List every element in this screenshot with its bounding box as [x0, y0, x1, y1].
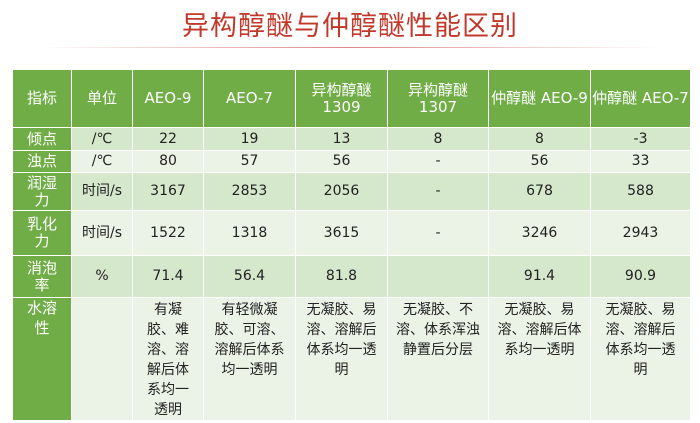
- table-cell: 22: [132, 127, 204, 151]
- table-cell: 时间/s: [71, 210, 133, 256]
- table-cell: 8: [488, 127, 591, 151]
- table-cell: 3615: [295, 210, 388, 256]
- table-cell: %: [71, 255, 133, 298]
- table-cell: 57: [203, 150, 296, 173]
- table-cell: 无凝胶、易溶、溶解后体系均一透明: [488, 297, 591, 421]
- table-cell: [387, 255, 489, 298]
- table-cell: 1318: [203, 210, 296, 256]
- table-row: 水溶性 有凝胶、难溶、溶解后体系均一透明 有轻微凝胶、可溶、溶解后体系均一透明 无凝胶…: [12, 297, 691, 421]
- row-label: 乳化力: [12, 210, 72, 256]
- table-cell: 2056: [295, 172, 388, 211]
- column-header: AEO-7: [203, 69, 296, 128]
- table-row: 润湿力 时间/s 3167 2853 2056-678 588: [12, 172, 691, 211]
- table-cell: 有轻微凝胶、可溶、溶解后体系均一透明: [203, 297, 296, 421]
- table-cell: 2853: [203, 172, 296, 211]
- table-cell: -: [387, 210, 489, 256]
- column-header: 仲醇醚 AEO-9: [488, 69, 591, 128]
- table-cell: 56: [295, 150, 388, 173]
- table-cell: 3167: [132, 172, 204, 211]
- table-cell: 无凝胶、不溶、体系浑浊静置后分层: [387, 297, 489, 421]
- table-cell: 678: [488, 172, 591, 211]
- table-cell: 33: [590, 150, 691, 173]
- comparison-table: 指标 单位 AEO-9 AEO-7 异构醇醚 1309 异构醇醚 1307 仲醇醚 AEO-…: [12, 69, 691, 421]
- table-cell: 80: [132, 150, 204, 173]
- table-cell: 1522: [132, 210, 204, 256]
- table-cell: 无凝胶、易溶、溶解后体系均一透明: [590, 297, 691, 421]
- table-cell: 56.4: [203, 255, 296, 298]
- table-cell: 13: [295, 127, 388, 151]
- table-cell: 81.8: [295, 255, 388, 298]
- table-cell: 3246: [488, 210, 591, 256]
- table-cell: 56: [488, 150, 591, 173]
- table-cell: -: [387, 172, 489, 211]
- table-row: 消泡率% 71.4 56.4 81.8 91.4 90.9: [12, 255, 691, 298]
- title-divider: [40, 47, 660, 48]
- table-cell: /℃: [71, 150, 133, 173]
- table-row: 倾点/℃ 22 19 13 8 8 -3: [12, 127, 691, 151]
- row-label: 水溶性: [12, 297, 72, 421]
- table-cell: /℃: [71, 127, 133, 151]
- table-cell: 91.4: [488, 255, 591, 298]
- table-cell: 588: [590, 172, 691, 211]
- table-cell: 19: [203, 127, 296, 151]
- page-title: 异构醇醚与仲醇醚性能区别: [182, 11, 518, 42]
- row-label: 消泡率: [12, 255, 72, 298]
- row-label: 浊点: [12, 150, 72, 173]
- column-header: 仲醇醚 AEO-7: [590, 69, 691, 128]
- row-label: 润湿力: [12, 172, 72, 211]
- table-cell: 71.4: [132, 255, 204, 298]
- table-cell: 90.9: [590, 255, 691, 298]
- table-cell: 时间/s: [71, 172, 133, 211]
- column-header: 异构醇醚 1309: [295, 69, 388, 128]
- table-cell: 有凝胶、难溶、溶解后体系均一透明: [132, 297, 204, 421]
- table-cell: 无凝胶、易溶、溶解后体系均一透明: [295, 297, 388, 421]
- table-cell: -3: [590, 127, 691, 151]
- table-row: 浊点/℃ 80 57 56-56 33: [12, 150, 691, 173]
- column-header: 单位: [71, 69, 133, 128]
- column-header: 异构醇醚 1307: [387, 69, 489, 128]
- column-header: 指标: [12, 69, 72, 128]
- column-header: AEO-9: [132, 69, 204, 128]
- table-row: 乳化力 时间/s 1522 1318 3615-3246 2943: [12, 210, 691, 256]
- table-cell: 2943: [590, 210, 691, 256]
- table-cell: 8: [387, 127, 489, 151]
- table-cell: [71, 297, 133, 421]
- header-row: 指标 单位 AEO-9 AEO-7 异构醇醚 1309 异构醇醚 1307 仲醇醚 AEO-…: [12, 69, 691, 128]
- table-cell: -: [387, 150, 489, 173]
- row-label: 倾点: [12, 127, 72, 151]
